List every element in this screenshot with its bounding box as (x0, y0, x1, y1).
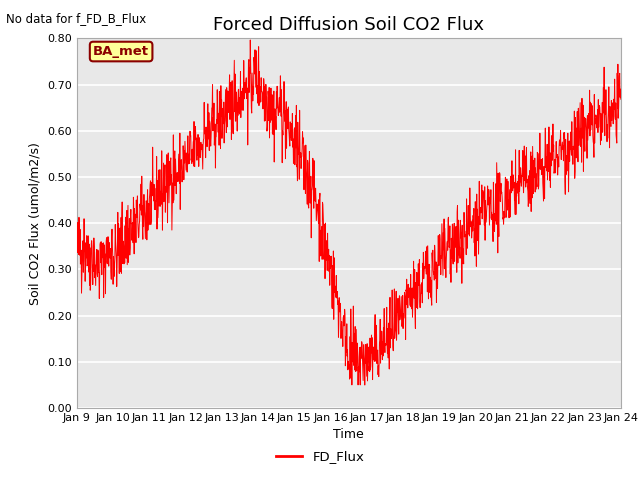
Legend: FD_Flux: FD_Flux (270, 445, 370, 468)
Y-axis label: Soil CO2 Flux (umol/m2/s): Soil CO2 Flux (umol/m2/s) (29, 142, 42, 305)
Text: No data for f_FD_B_Flux: No data for f_FD_B_Flux (6, 12, 147, 25)
Text: BA_met: BA_met (93, 45, 149, 58)
Title: Forced Diffusion Soil CO2 Flux: Forced Diffusion Soil CO2 Flux (213, 16, 484, 34)
X-axis label: Time: Time (333, 429, 364, 442)
